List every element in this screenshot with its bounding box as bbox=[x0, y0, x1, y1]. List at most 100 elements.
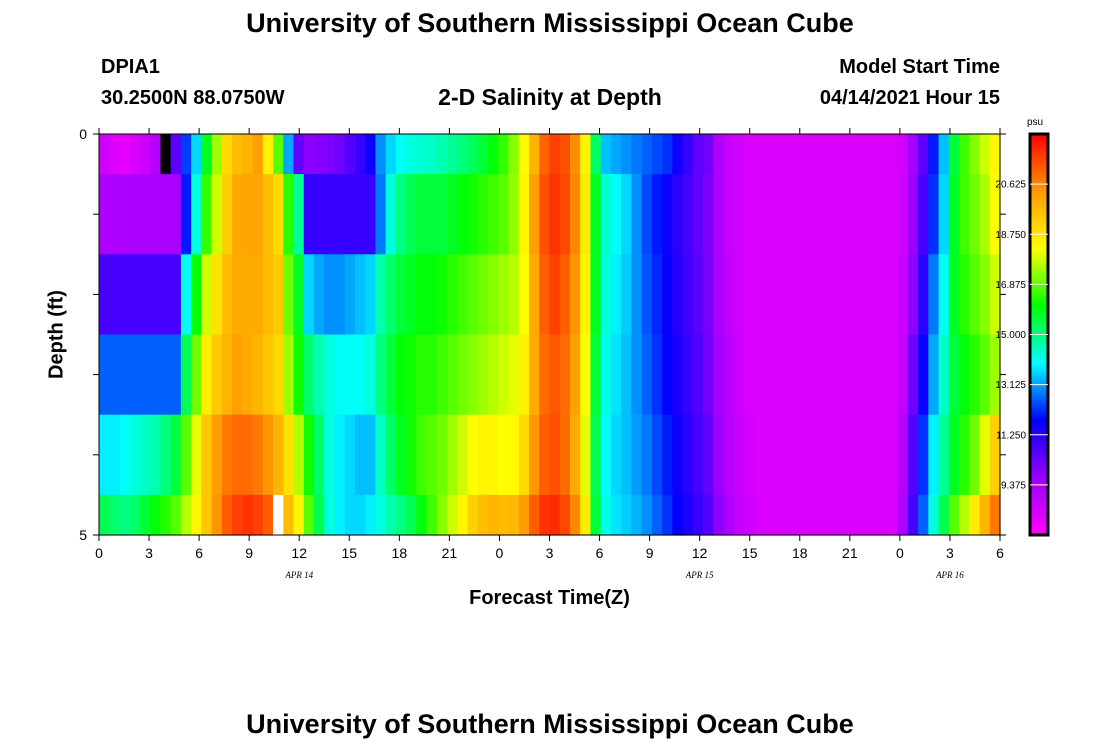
heatmap-cell bbox=[805, 134, 817, 175]
heatmap-cell bbox=[682, 334, 694, 416]
heatmap-cell bbox=[764, 414, 776, 496]
heatmap-cell bbox=[651, 414, 663, 496]
colorbar-tick-label: 20.625 bbox=[995, 180, 1026, 191]
heatmap-cell bbox=[733, 174, 745, 255]
heatmap-cell bbox=[170, 494, 182, 536]
heatmap-cell bbox=[508, 174, 520, 255]
heatmap-cell bbox=[262, 134, 274, 175]
heatmap-cell bbox=[887, 334, 899, 416]
heatmap-cell bbox=[969, 494, 981, 536]
heatmap-cell bbox=[539, 414, 551, 496]
heatmap-cell bbox=[918, 334, 929, 416]
heatmap-cell bbox=[498, 414, 510, 496]
station-coordinates: 30.2500N 88.0750W bbox=[101, 87, 285, 109]
heatmap-cell bbox=[918, 134, 929, 175]
heatmap-cell bbox=[744, 414, 755, 496]
heatmap-cell bbox=[846, 134, 858, 175]
heatmap-cell bbox=[723, 414, 735, 496]
heatmap-cell bbox=[959, 334, 970, 416]
heatmap-cell bbox=[713, 134, 725, 175]
heatmap-cell bbox=[283, 414, 295, 496]
heatmap-cell bbox=[488, 334, 499, 416]
heatmap-cell bbox=[416, 494, 428, 536]
heatmap-cell bbox=[242, 174, 254, 255]
heatmap-cell bbox=[354, 254, 366, 336]
heatmap-cell bbox=[457, 334, 469, 416]
heatmap-cell bbox=[897, 254, 909, 336]
heatmap-cell bbox=[293, 174, 305, 255]
heatmap-cell bbox=[467, 334, 479, 416]
heatmap-cell bbox=[436, 134, 448, 175]
heatmap-cell bbox=[969, 254, 981, 336]
heatmap-cell bbox=[109, 494, 121, 536]
heatmap-cell bbox=[692, 254, 704, 336]
heatmap-cell bbox=[856, 494, 868, 536]
heatmap-cell bbox=[477, 254, 489, 336]
model-start-label: Model Start Time bbox=[839, 56, 1000, 78]
heatmap-cell bbox=[211, 414, 223, 496]
heatmap-cell bbox=[109, 254, 121, 336]
heatmap-cell bbox=[221, 174, 233, 255]
heatmap-cell bbox=[426, 134, 438, 175]
heatmap-cell bbox=[825, 254, 837, 336]
heatmap-cell bbox=[815, 494, 827, 536]
x-axis-title: Forecast Time(Z) bbox=[469, 587, 630, 609]
heatmap-cell bbox=[314, 334, 325, 416]
heatmap-cell bbox=[774, 254, 786, 336]
heatmap-cell bbox=[221, 254, 233, 336]
heatmap-cell bbox=[539, 494, 551, 536]
heatmap-cell bbox=[600, 174, 612, 255]
heatmap-cell bbox=[754, 254, 766, 336]
heatmap-cell bbox=[150, 174, 162, 255]
heatmap-cell bbox=[262, 494, 274, 536]
heatmap-cell bbox=[303, 414, 315, 496]
heatmap-cell bbox=[764, 334, 776, 416]
x-tick-label: 6 bbox=[996, 545, 1004, 561]
heatmap-cell bbox=[897, 334, 909, 416]
heatmap-cell bbox=[713, 174, 725, 255]
heatmap-cell bbox=[252, 494, 264, 536]
heatmap-cell bbox=[621, 414, 633, 496]
heatmap-cell bbox=[426, 334, 438, 416]
x-tick-label: 3 bbox=[546, 545, 554, 561]
heatmap-cell bbox=[569, 134, 581, 175]
heatmap-cell bbox=[314, 254, 325, 336]
heatmap-cell bbox=[508, 494, 520, 536]
x-tick-label: 18 bbox=[792, 545, 808, 561]
heatmap-cell bbox=[662, 414, 673, 496]
heatmap-cell bbox=[129, 134, 141, 175]
heatmap-cell bbox=[928, 334, 940, 416]
heatmap-cell bbox=[703, 254, 714, 336]
heatmap-cell bbox=[846, 414, 858, 496]
heatmap-cell bbox=[365, 254, 377, 336]
heatmap-cell bbox=[293, 134, 305, 175]
heatmap-cell bbox=[795, 414, 807, 496]
heatmap-cell bbox=[447, 494, 458, 536]
heatmap-cell bbox=[784, 414, 796, 496]
heatmap-cell bbox=[672, 494, 684, 536]
heatmap-cell bbox=[969, 334, 981, 416]
heatmap-cell bbox=[733, 254, 745, 336]
heatmap-cell bbox=[211, 174, 223, 255]
x-tick-label: 9 bbox=[245, 545, 253, 561]
heatmap-cell bbox=[580, 174, 592, 255]
heatmap-cell bbox=[703, 134, 714, 175]
heatmap-cell bbox=[160, 134, 172, 175]
colorbar-tick-label: 11.250 bbox=[996, 430, 1026, 441]
heatmap-cell bbox=[191, 414, 202, 496]
heatmap-cell bbox=[109, 334, 121, 416]
heatmap-cell bbox=[733, 414, 745, 496]
heatmap-cell bbox=[938, 494, 950, 536]
heatmap-cell bbox=[662, 494, 673, 536]
heatmap-cell bbox=[180, 174, 192, 255]
heatmap-cell bbox=[160, 254, 172, 336]
heatmap-cell bbox=[191, 494, 202, 536]
heatmap-cell bbox=[559, 134, 571, 175]
heatmap-cell bbox=[242, 134, 254, 175]
heatmap-cell bbox=[877, 254, 888, 336]
heatmap-cell bbox=[580, 134, 592, 175]
heatmap-cell bbox=[426, 494, 438, 536]
heatmap-cell bbox=[467, 134, 479, 175]
heatmap-cell bbox=[846, 334, 858, 416]
heatmap-cell bbox=[457, 254, 469, 336]
